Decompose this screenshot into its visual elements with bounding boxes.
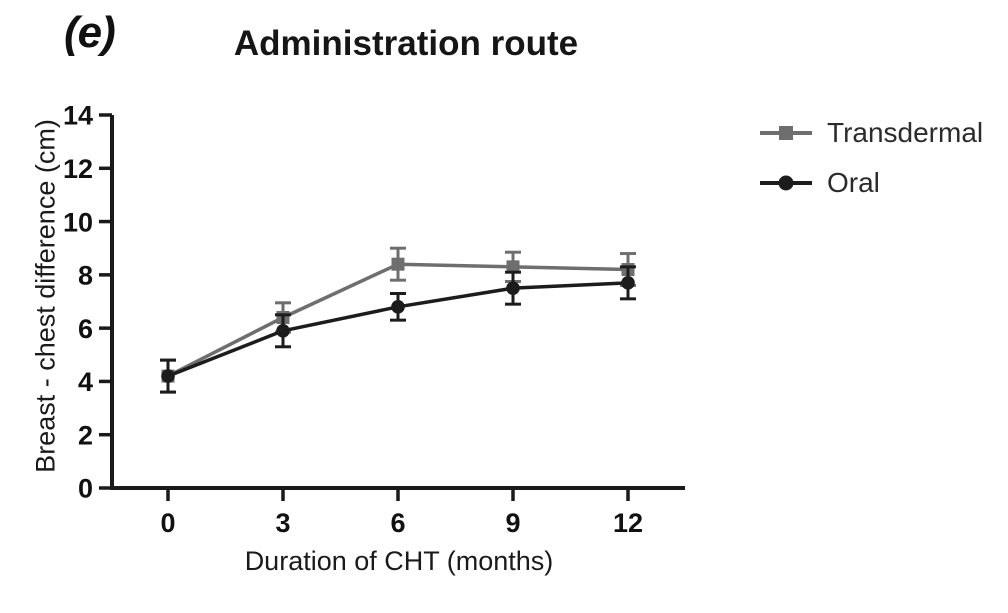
chart-title: Administration route [233,24,579,63]
legend-label-transdermal: Transdermal [827,117,984,148]
x-axis-tick-label: 12 [613,508,643,538]
data-point-square-transdermal [391,257,405,271]
x-axis-title: Duration of CHT (months) [244,546,554,576]
legend-item-oral: Oral [758,167,983,199]
y-axis-tick-label: 6 [78,314,93,344]
y-axis-tick-label: 8 [78,261,93,291]
x-axis-tick-label: 9 [505,508,520,538]
panel-label: (e) [64,8,116,57]
data-point-circle-oral [161,369,175,383]
data-point-circle-oral [391,300,405,314]
y-axis-tick-label: 0 [78,474,93,504]
data-point-circle-oral [506,281,520,295]
y-axis-tick-label: 10 [63,207,93,237]
legend-label-oral: Oral [827,167,880,198]
y-axis-tick-label: 12 [63,154,93,184]
y-axis-tick-label: 4 [78,367,93,397]
y-axis-tick-label: 14 [63,101,93,131]
x-axis-tick-label: 3 [275,508,290,538]
legend-square-marker-icon [760,126,812,140]
x-axis-tick-label: 0 [160,508,175,538]
legend-circle-marker-icon [760,175,812,191]
legend-item-transdermal: Transdermal [758,117,983,149]
legend: Transdermal Oral [758,117,983,217]
x-axis-tick-label: 6 [390,508,405,538]
data-point-circle-oral [276,324,290,338]
y-axis-tick-label: 2 [78,420,93,450]
data-point-circle-oral [621,276,635,290]
data-point-square-transdermal [506,260,520,274]
